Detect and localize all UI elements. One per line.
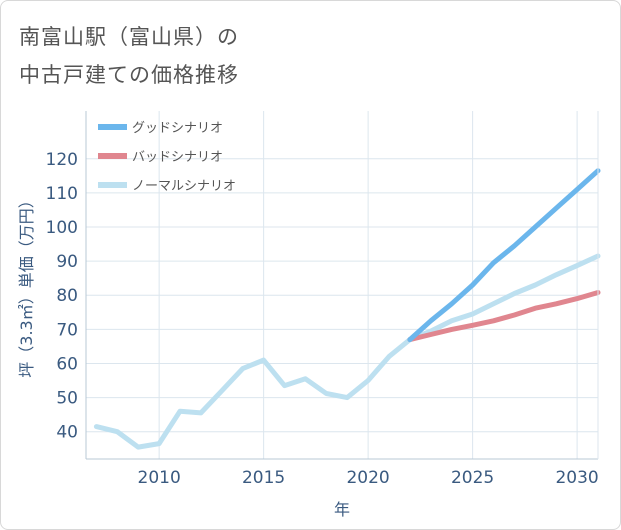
plot-area	[86, 111, 598, 459]
y-tick-label: 80	[56, 286, 78, 306]
y-tick-label: 60	[56, 354, 78, 374]
legend-label: バッドシナリオ	[132, 150, 223, 165]
x-tick-label: 2015	[242, 468, 285, 488]
series-line-1	[407, 290, 601, 343]
x-tick-label: 2010	[138, 468, 181, 488]
y-tick-label: 100	[46, 218, 78, 238]
y-tick-label: 110	[46, 184, 78, 204]
x-tick-label: 2030	[555, 468, 598, 488]
axes: 40 50 60 70 80 90 100 110 120 2010 2015 2020 2025 203…	[17, 111, 599, 519]
legend-label: グッドシナリオ	[132, 121, 223, 136]
x-tick-label: 2025	[451, 468, 494, 488]
chart-title-line1: 南富山駅（富山県）の	[19, 25, 239, 49]
y-tick-label: 90	[56, 252, 78, 272]
plot-background	[86, 111, 598, 459]
legend-label: ノーマルシナリオ	[132, 179, 236, 194]
x-axis-label: 年	[334, 500, 350, 519]
series-lines	[93, 168, 601, 450]
series-line-2	[93, 253, 601, 450]
x-tick-label: 2020	[346, 468, 389, 488]
y-axis-label: 坪（3.3㎡）単価（万円）	[17, 192, 36, 377]
y-tick-label: 70	[56, 320, 78, 340]
y-tick-label: 120	[46, 150, 78, 170]
chart-title-line2: 中古戸建ての価格推移	[19, 63, 239, 87]
series-line-0	[407, 168, 601, 343]
y-tick-label: 50	[56, 389, 78, 409]
y-tick-label: 40	[56, 423, 78, 443]
